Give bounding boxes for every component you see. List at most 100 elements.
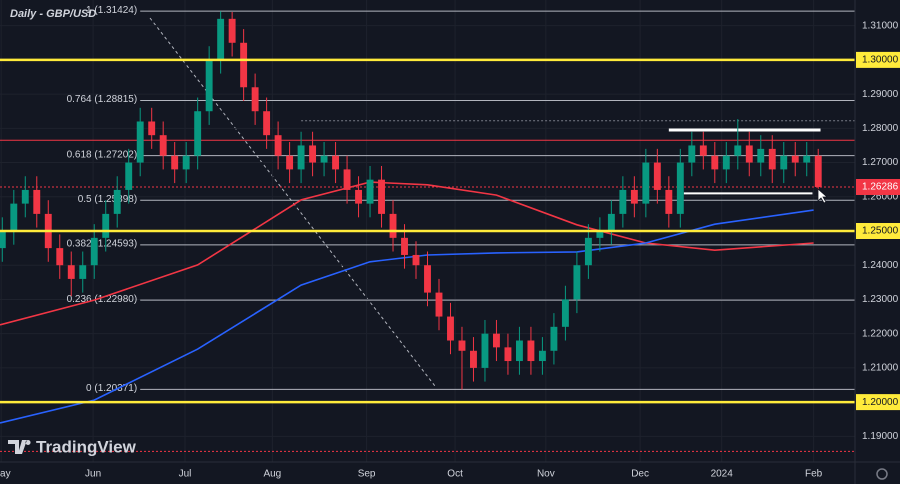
x-tick-label: May: [0, 469, 11, 480]
candle-body: [389, 213, 397, 238]
candle-body: [320, 155, 328, 163]
candle-body: [538, 350, 546, 362]
cursor: [817, 188, 829, 204]
candle-body: [550, 326, 558, 351]
candle-body: [263, 111, 271, 136]
y-tick-label: 1.28000: [862, 123, 899, 134]
last-price-label: 1.26286: [862, 182, 899, 193]
candle-body: [401, 237, 408, 255]
candle-body: [67, 265, 75, 279]
candle-body: [435, 292, 443, 317]
candle-body: [619, 189, 627, 214]
candle-body: [90, 237, 98, 266]
level-tag: [856, 51, 900, 68]
candle-body: [699, 145, 707, 156]
candle-body: [412, 254, 420, 266]
candle-body: [653, 162, 661, 190]
x-tick-label: Oct: [447, 469, 463, 480]
logo: [8, 440, 31, 454]
candle-body: [688, 145, 696, 163]
y-tick-label: 1.31000: [862, 20, 899, 31]
candle-body: [814, 155, 822, 187]
fib-label: 0 (1.20371): [86, 383, 137, 394]
candle-body: [194, 111, 202, 156]
candle-body: [527, 340, 535, 362]
candle-body: [240, 42, 248, 88]
candle-body: [470, 350, 477, 368]
candle-body: [205, 59, 213, 112]
y-tick-label: 1.23000: [862, 294, 899, 305]
plot-area: 1 (1.31424) 0.764 (1.28815) 0.618 (1.27202…: [0, 0, 855, 462]
candle-body: [734, 145, 742, 156]
chart-title: Daily - GBP/USD: [10, 8, 96, 20]
candle-body: [481, 333, 489, 368]
candle-body: [228, 18, 236, 43]
last-price-tag: [856, 178, 900, 195]
y-tick-label: 1.26000: [862, 191, 899, 202]
candle-body: [596, 231, 604, 238]
x-tick-label: Jun: [85, 469, 101, 480]
candle-body: [79, 265, 87, 279]
candle-body: [332, 155, 340, 170]
moving-average: [0, 181, 814, 326]
candle-body: [584, 237, 592, 266]
candle-body: [803, 155, 811, 163]
candle-body: [171, 155, 179, 170]
candle-body: [297, 145, 305, 170]
level-label: 1.20000: [862, 397, 899, 408]
candle-body: [791, 155, 799, 163]
candle-body: [561, 299, 569, 327]
candle-body: [458, 340, 466, 351]
candle-body: [136, 121, 144, 163]
x-tick-label: Sep: [358, 469, 376, 480]
candle-body: [757, 148, 765, 163]
candle-body: [630, 189, 638, 204]
level-label: 1.25000: [862, 226, 899, 237]
y-tick-label: 1.27000: [862, 157, 899, 168]
candle-body: [217, 18, 225, 60]
candle-body: [722, 155, 730, 170]
candle-body: [33, 189, 41, 214]
candle-body: [780, 155, 788, 170]
y-tick-label: 1.21000: [862, 363, 899, 374]
watermark-text: TradingView: [36, 437, 137, 456]
x-tick-label: Nov: [537, 469, 555, 480]
x-tick-label: Feb: [805, 469, 823, 480]
candle-body: [159, 135, 167, 156]
candle-body: [676, 162, 684, 214]
candle-body: [182, 155, 190, 170]
y-tick-label: 1.29000: [862, 89, 899, 100]
level-tag: [856, 394, 900, 411]
x-tick-label: Dec: [631, 469, 649, 480]
candle-body: [355, 189, 362, 204]
candle-body: [366, 179, 374, 204]
candle-body: [0, 231, 6, 249]
candle-body: [515, 340, 523, 362]
candle-body: [21, 189, 29, 204]
candle-body: [343, 169, 351, 190]
candle-body: [113, 189, 121, 214]
candle-body: [573, 265, 581, 300]
candle-body: [378, 179, 385, 214]
candle-body: [125, 162, 133, 190]
candle-body: [607, 213, 615, 231]
candle-body: [665, 189, 673, 214]
candle-body: [642, 162, 650, 204]
fib-label: 0.764 (1.28815): [67, 94, 138, 105]
settings-icon[interactable]: [876, 468, 888, 480]
candle-body: [504, 347, 512, 362]
level-tag: [856, 223, 900, 239]
x-tick-label: Aug: [263, 469, 281, 480]
candle-body: [148, 121, 156, 136]
y-tick-label: 1.22000: [862, 328, 899, 339]
candle-body: [745, 145, 753, 163]
candle-body: [493, 333, 500, 348]
candle-body: [274, 135, 282, 156]
watermark: TradingView: [8, 437, 137, 456]
level-label: 1.30000: [862, 55, 899, 66]
candle-body: [768, 148, 776, 170]
candle-body: [10, 203, 18, 231]
candle-body: [286, 155, 294, 170]
y-tick-label: 1.19000: [862, 431, 899, 442]
candle-body: [424, 265, 431, 293]
